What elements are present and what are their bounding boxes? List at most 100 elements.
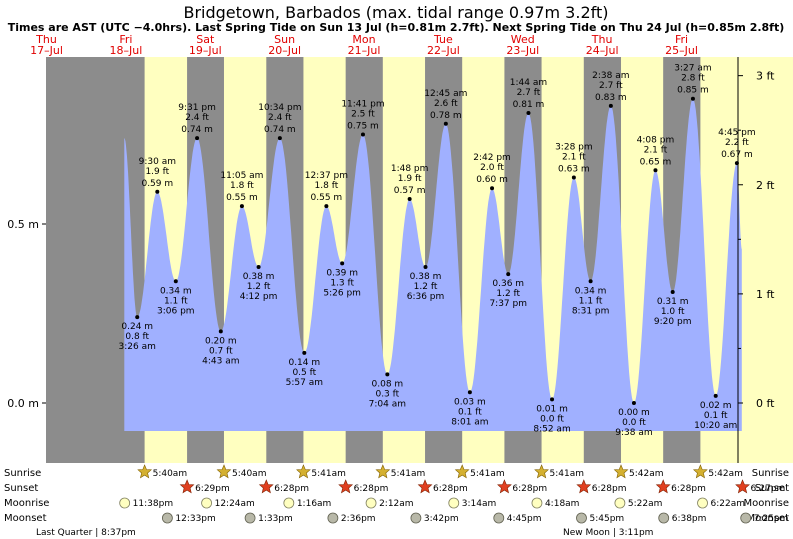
- tide-time: 12:37 pm: [305, 171, 348, 181]
- moonset-time: 7:25pm: [754, 514, 789, 524]
- tide-height-m: 0.34 m: [575, 286, 607, 296]
- sunrise-icon: [375, 464, 391, 479]
- chart-title: Bridgetown, Barbados (max. tidal range 0…: [183, 3, 608, 22]
- tide-time: 4:08 pm: [637, 135, 675, 145]
- sunrise-time: 5:42am: [629, 469, 664, 479]
- tide-height-ft: 1.9 ft: [145, 167, 169, 177]
- tide-time: 6:36 pm: [407, 292, 445, 302]
- day-labels: Thu17–JulFri18–JulSat19–JulSun20–JulMon2…: [30, 33, 698, 57]
- tide-height-m: 0.01 m: [536, 404, 568, 414]
- tide-height-m: 0.08 m: [372, 379, 404, 389]
- sunset-icon: [497, 479, 512, 494]
- tide-height-m: 0.75 m: [347, 122, 379, 132]
- day-label-dow: Wed: [511, 33, 535, 46]
- tide-low: 0.38 m1.2 ft6:36 pm: [407, 264, 445, 302]
- moonrise-icon: [365, 497, 377, 509]
- moonrise-time: 11:38pm: [133, 499, 173, 509]
- tide-point: [670, 290, 675, 295]
- tide-height-m: 0.14 m: [288, 358, 320, 368]
- tide-high: 9:30 am1.9 ft 0.59 m: [139, 157, 176, 194]
- tide-high: 2:38 am2.7 ft 0.83 m: [592, 71, 630, 108]
- moonset-icon: [161, 512, 173, 524]
- moonset-icon: [658, 512, 670, 524]
- sunrise-time: 5:41am: [391, 469, 426, 479]
- day-label-date: 25–Jul: [665, 44, 698, 57]
- tide-height-ft: 2.2 ft: [725, 138, 749, 148]
- left-tick-label: 0.5 m: [7, 218, 39, 231]
- tide-height-m: 0.24 m: [121, 322, 153, 332]
- tide-point: [173, 279, 178, 284]
- tide-point: [239, 204, 244, 209]
- tide-height-m: 0.36 m: [492, 279, 524, 289]
- tide-height-m: 0.38 m: [243, 272, 275, 282]
- tide-height-ft: 2.4 ft: [185, 113, 209, 123]
- tide-height-m: 0.78 m: [430, 111, 462, 121]
- tide-time: 8:52 am: [533, 424, 570, 434]
- sunrise-time: 5:41am: [470, 469, 505, 479]
- tide-low: 0.03 m0.1 ft8:01 am: [451, 390, 489, 427]
- tide-point: [608, 103, 613, 108]
- right-margin-band: [738, 57, 793, 463]
- tide-point: [631, 401, 636, 405]
- tide-height-ft: 2.4 ft: [268, 113, 292, 123]
- sunrise-icon: [296, 464, 311, 479]
- tide-point: [407, 196, 412, 201]
- day-label-date: 22–Jul: [427, 44, 460, 57]
- tide-point: [467, 390, 472, 395]
- tide-time: 2:38 am: [592, 71, 629, 81]
- left-tick-label: 0.0 m: [7, 397, 39, 410]
- tide-high: 11:41 pm2.5 ft 0.75 m: [341, 100, 385, 137]
- moonset-time: 5:45pm: [589, 514, 624, 524]
- tide-height-ft: 2.8 ft: [681, 74, 705, 84]
- day-label-date: 18–Jul: [109, 44, 142, 57]
- tide-point: [526, 111, 531, 116]
- row-label-left: Sunrise: [4, 468, 41, 479]
- tide-time: 5:26 pm: [323, 288, 361, 298]
- tide-height-ft: 2.1 ft: [562, 152, 586, 162]
- moonrise-time: 12:24am: [215, 499, 255, 509]
- tide-time: 12:45 am: [424, 89, 467, 99]
- tide-time: 8:01 am: [451, 417, 488, 427]
- tide-point: [135, 315, 140, 320]
- tide-time: 10:34 pm: [258, 103, 301, 113]
- moonset-icon: [244, 512, 256, 524]
- tide-height-ft: 0.3 ft: [375, 389, 399, 399]
- tide-height-m: 0.59 m: [141, 179, 173, 189]
- tide-point: [302, 350, 307, 355]
- tide-height-ft: 2.1 ft: [644, 145, 668, 155]
- tide-high: 12:37 pm1.8 ft 0.55 m: [305, 171, 348, 209]
- day-label-dow: Thu: [35, 33, 57, 46]
- moonrise-icon: [283, 497, 295, 509]
- tide-height-m: 0.00 m: [618, 408, 650, 418]
- day-label-dow: Sat: [196, 33, 215, 46]
- tide-height-ft: 1.8 ft: [315, 181, 339, 191]
- tide-height-ft: 1.2 ft: [414, 282, 438, 292]
- tide-height-m: 0.03 m: [454, 397, 486, 407]
- tide-point: [385, 372, 390, 377]
- tide-height-m: 0.74 m: [264, 125, 296, 135]
- tide-low: 0.14 m0.5 ft5:57 am: [286, 350, 323, 388]
- moonrise-time: 2:12am: [379, 499, 414, 509]
- tide-high: 3:28 pm2.1 ft 0.63 m: [555, 142, 593, 180]
- tide-high: 4:08 pm2.1 ft 0.65 m: [637, 135, 675, 173]
- tide-height-ft: 1.2 ft: [247, 282, 271, 292]
- tide-height-m: 0.74 m: [181, 125, 213, 135]
- moonset-icon: [576, 512, 587, 524]
- tide-height-m: 0.34 m: [160, 286, 192, 296]
- tide-height-m: 0.39 m: [326, 268, 358, 278]
- row-label-left: Moonrise: [4, 498, 49, 509]
- sunset-icon: [179, 479, 195, 494]
- row-label-left: Sunset: [4, 483, 38, 494]
- sunset-time: 6:29pm: [195, 484, 230, 494]
- day-label-date: 21–Jul: [348, 44, 381, 57]
- tide-height-m: 0.67 m: [721, 150, 753, 160]
- tide-point: [277, 136, 282, 141]
- day-label-dow: Tue: [433, 33, 453, 46]
- tide-point: [490, 186, 495, 191]
- sunset-icon: [576, 479, 592, 494]
- sunset-time: 6:28pm: [592, 484, 627, 494]
- moon-phase-new-moon: New Moon | 3:11pm: [563, 528, 653, 538]
- tide-low: 0.01 m0.0 ft8:52 am: [533, 397, 571, 434]
- moonset-icon: [327, 512, 339, 524]
